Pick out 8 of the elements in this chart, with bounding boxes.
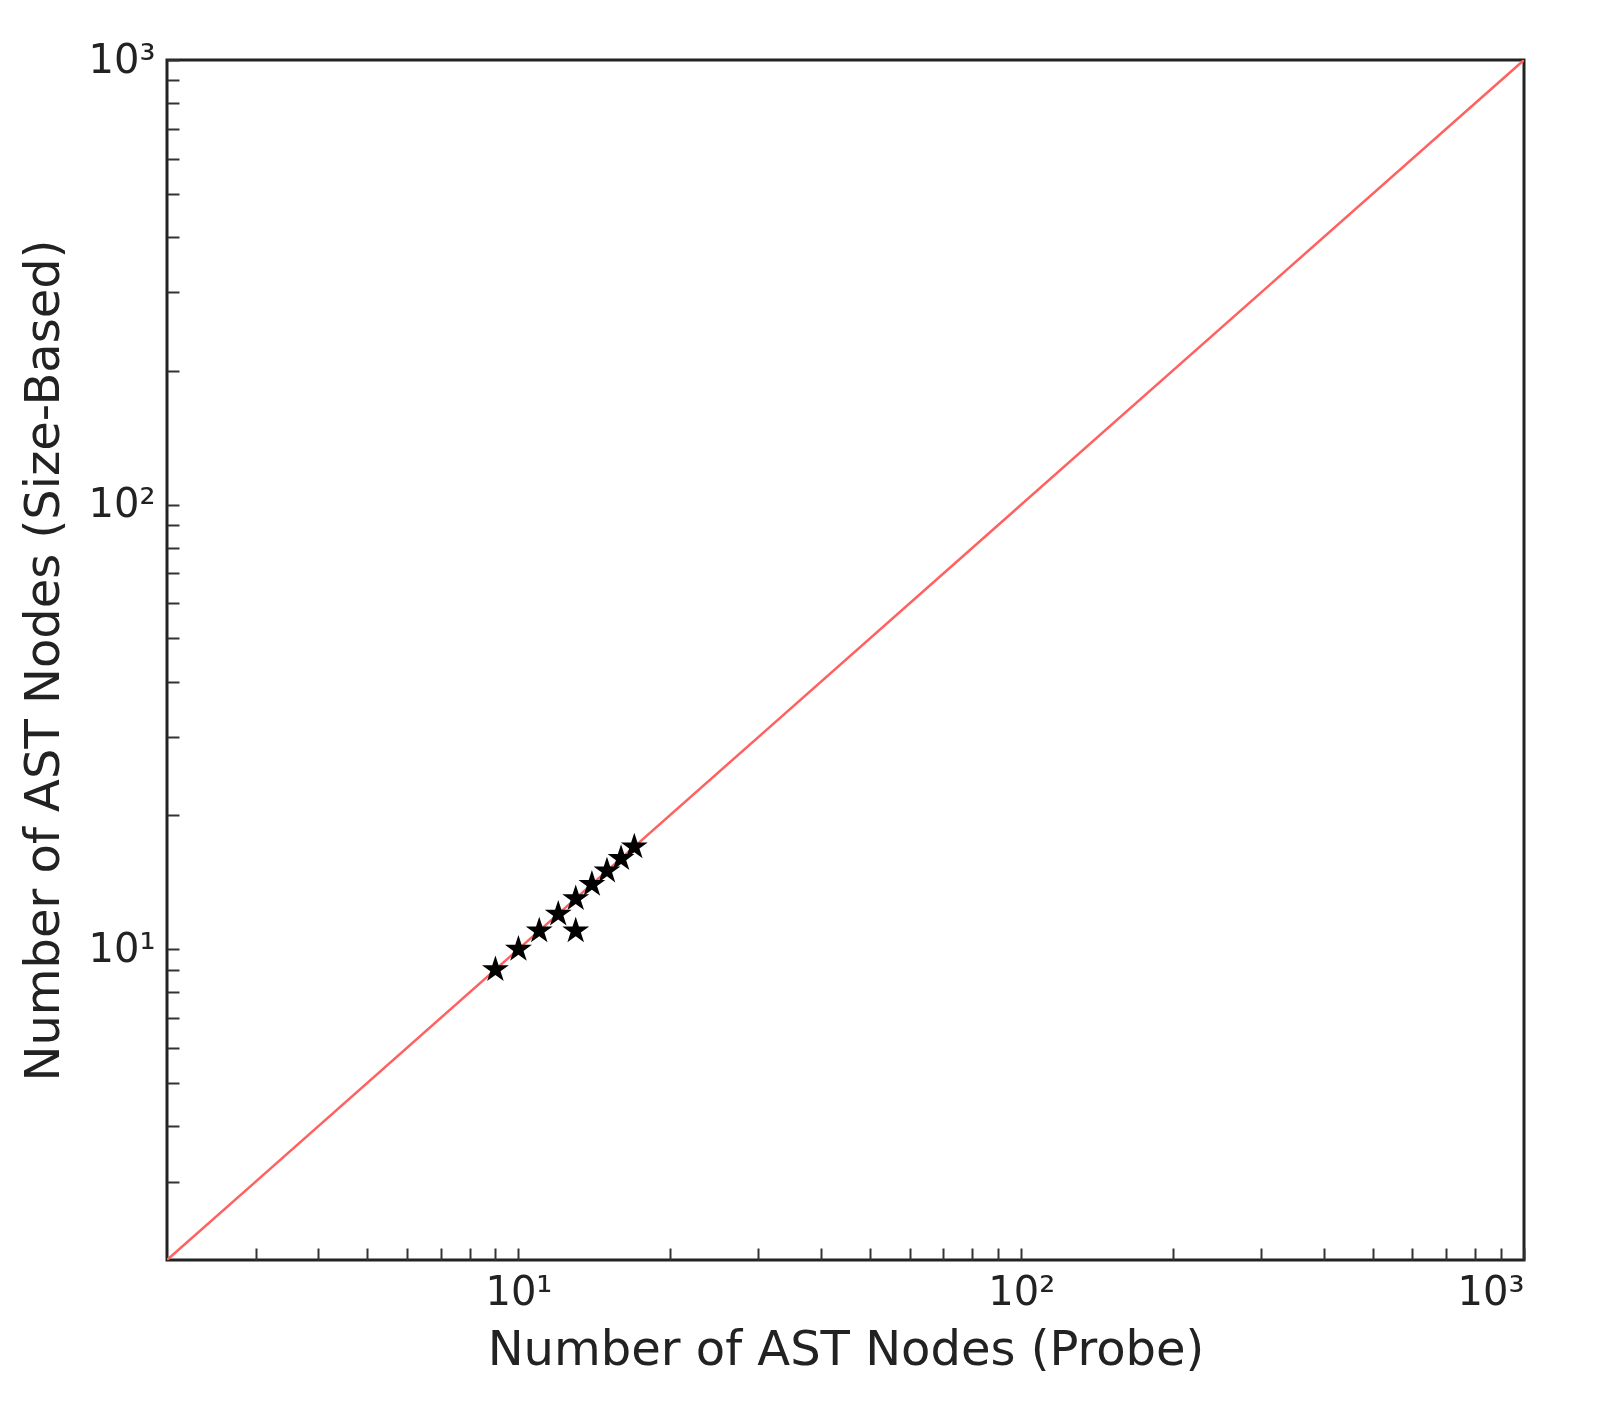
y-axis-title: Number of AST Nodes (Size-Based) (13, 239, 70, 1082)
y-tick-label: 10³ (88, 35, 156, 82)
y-tick-label: 10¹ (88, 924, 156, 971)
x-tick-label: 10³ (1457, 1267, 1525, 1314)
x-tick-label: 10² (988, 1267, 1056, 1314)
x-axis-title: Number of AST Nodes (Probe) (487, 1319, 1205, 1376)
x-tick-label: 10¹ (485, 1267, 553, 1314)
y-tick-label: 10² (88, 480, 156, 527)
